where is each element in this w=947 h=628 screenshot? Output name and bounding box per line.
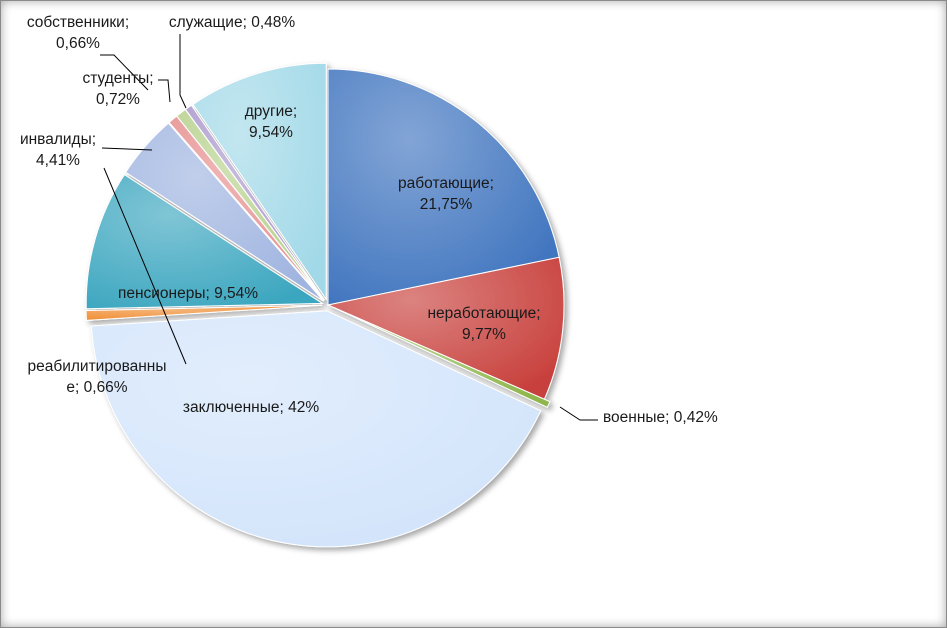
data-label-line: 21,75% <box>420 196 473 213</box>
data-label-неработающие: неработающие; 9,77% <box>427 305 540 343</box>
pie-slice-gloss-военные <box>333 307 550 408</box>
data-label-работающие: работающие; 21,75% <box>398 175 494 213</box>
data-label-line: 9,54% <box>249 124 293 141</box>
data-label-пенсионеры: пенсионеры; 9,54% <box>118 285 258 302</box>
pie-slice-gloss-служащие <box>185 105 325 301</box>
data-label-line: 4,41% <box>36 152 80 169</box>
pie-slice-gloss-инвалиды <box>125 123 324 302</box>
leader-line-реабилитированные <box>103 167 187 365</box>
data-label-инвалиды: инвалиды; 4,41% <box>20 131 96 169</box>
pie-slice-gloss-студенты <box>176 109 325 301</box>
data-label-служащие: служащие; 0,48% <box>169 14 296 31</box>
data-label-line: инвалиды; <box>20 131 96 148</box>
data-label-line: 0,72% <box>96 91 140 108</box>
data-label-собственники: собственники; 0,66% <box>27 14 129 52</box>
leader-line-служащие <box>179 34 187 109</box>
data-label-line: работающие; <box>398 175 494 192</box>
data-label-реабилитированные: реабилитированны е; 0,66% <box>27 358 166 396</box>
pie-slice-gloss-работающие <box>328 69 560 305</box>
data-label-line: военные; 0,42% <box>603 409 718 426</box>
data-label-line: е; 0,66% <box>66 379 127 396</box>
data-label-line: 0,66% <box>56 35 100 52</box>
data-label-line: студенты; <box>82 70 153 87</box>
data-label-студенты: студенты; 0,72% <box>82 70 153 108</box>
data-label-line: другие; <box>245 103 297 120</box>
pie-slice-gloss-заключенные <box>91 310 541 547</box>
data-label-line: реабилитированны <box>27 358 166 375</box>
data-label-line: заключенные; 42% <box>183 399 319 416</box>
data-label-заключенные: заключенные; 42% <box>183 399 319 416</box>
pie-slice-gloss-другие <box>193 63 327 300</box>
data-label-line: 9,77% <box>462 326 506 343</box>
data-label-line: неработающие; <box>427 305 540 322</box>
data-label-line: пенсионеры; 9,54% <box>118 285 258 302</box>
pie-slice-gloss-неработающие <box>328 257 565 400</box>
leader-line-инвалиды <box>101 147 153 151</box>
data-label-другие: другие; 9,54% <box>245 103 297 141</box>
leader-line-собственники <box>100 54 149 91</box>
data-label-военные: военные; 0,42% <box>603 409 718 426</box>
pie-slice-gloss-собственники <box>169 116 325 301</box>
leader-line-студенты <box>158 79 171 103</box>
data-label-line: собственники; <box>27 14 129 31</box>
leader-line-военные <box>559 406 598 421</box>
pie-slice-gloss-пенсионеры <box>86 174 323 309</box>
pie-slice-gloss-реабилитированные <box>86 305 323 321</box>
data-label-line: служащие; 0,48% <box>169 14 296 31</box>
